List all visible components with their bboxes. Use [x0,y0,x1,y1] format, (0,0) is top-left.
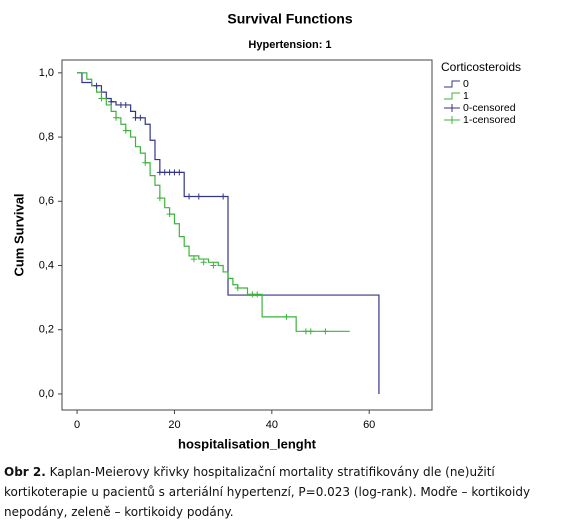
censor-mark [322,328,329,335]
caption-text: Kaplan-Meierovy křivky hospitalizační mo… [4,465,531,519]
legend-symbol [444,104,460,112]
censor-mark [190,256,197,263]
legend-label: 0-censored [463,102,516,114]
y-axis-label: Cum Survival [11,193,26,276]
legend-title: Corticosteroids [441,60,521,74]
censor-mark [195,193,202,200]
chart-subtitle: Hypertension: 1 [248,39,331,51]
legend-symbol [444,80,460,88]
censor-mark [122,101,129,108]
chart: Survival Functions Hypertension: 1 hospi… [11,11,521,452]
censor-mark [156,195,163,202]
x-tick-label: 0 [74,419,80,431]
censor-mark [113,114,120,121]
legend-label: 1 [463,90,469,102]
y-tick-label: 0,6 [39,195,54,207]
censor-mark [186,193,193,200]
censor-mark [108,98,115,105]
y-tick-label: 0,4 [39,259,54,271]
x-axis-label: hospitalisation_lenght [178,436,317,451]
censor-mark [254,291,261,298]
plot-frame [61,59,433,411]
legend-label: 0 [463,78,469,90]
x-tick-label: 20 [168,419,180,431]
censor-mark [93,82,100,89]
censor-mark [283,313,290,320]
chart-title: Survival Functions [227,11,352,27]
legend-symbol [444,116,460,124]
censor-mark [122,127,129,134]
y-tick-label: 0,2 [39,324,54,336]
legend-label: 1-censored [463,114,516,126]
censor-mark [142,159,149,166]
censor-mark [200,259,207,266]
censor-mark [210,262,217,269]
censor-mark [307,328,314,335]
caption: Obr 2. Kaplan-Meierovy křivky hospitaliz… [4,462,574,522]
survival-line [77,72,380,394]
x-tick-label: 60 [363,419,375,431]
censor-mark [98,95,105,102]
y-tick-label: 0,0 [39,388,54,400]
legend-symbol [444,92,460,100]
y-tick-label: 1,0 [39,67,54,79]
x-tick-label: 40 [266,419,278,431]
censor-mark [220,193,227,200]
censor-mark [137,114,144,121]
censor-mark [176,169,183,176]
censor-mark [166,211,173,218]
caption-label: Obr 2. [4,465,46,479]
censor-mark [234,284,241,291]
y-tick-label: 0,8 [39,131,54,143]
survival-line [77,72,350,332]
